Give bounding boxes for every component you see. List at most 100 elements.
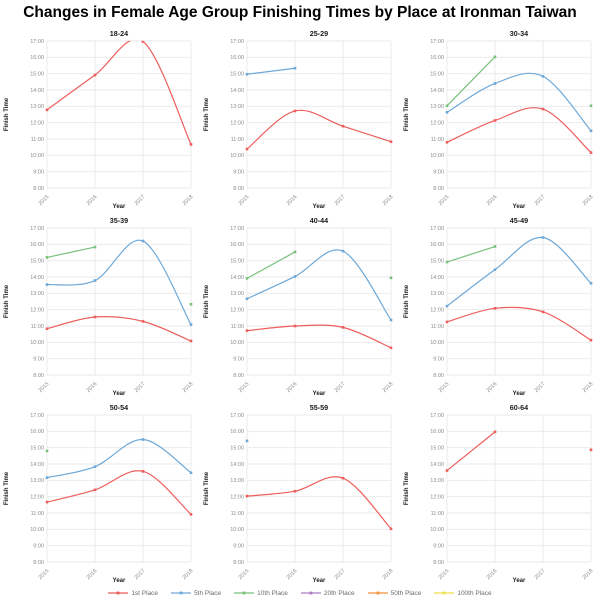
- svg-text:2015: 2015: [238, 381, 251, 394]
- subplot-title: 40-44: [310, 216, 328, 225]
- svg-text:15:00: 15:00: [30, 259, 44, 265]
- svg-text:15:00: 15:00: [30, 72, 44, 78]
- series-5th-place: [445, 72, 593, 133]
- svg-text:12:00: 12:00: [430, 308, 444, 314]
- svg-text:2016: 2016: [86, 568, 99, 581]
- svg-text:9:00: 9:00: [233, 357, 244, 363]
- y-axis-title: Finish Time: [4, 97, 10, 131]
- svg-text:2016: 2016: [286, 568, 299, 581]
- subplot-50-54: 50-54 17:00 16:00 15:00 14:00 13:00 12:00 11:00…: [0, 399, 200, 586]
- subplot-title: 50-54: [110, 403, 128, 412]
- svg-text:2017: 2017: [534, 568, 547, 581]
- subplot-45-49: 45-49 17:00 16:00 15:00 14:00 13:00 12:00 11:00…: [400, 212, 600, 399]
- svg-text:2018: 2018: [582, 194, 595, 207]
- y-axis-ticks: 17:00 16:00 15:00 14:00 13:00 12:00 11:00 10:00…: [230, 413, 244, 566]
- svg-text:11:00: 11:00: [31, 511, 44, 517]
- legend-marker-icon: [434, 591, 455, 595]
- svg-text:2015: 2015: [238, 568, 251, 581]
- chart-title: Changes in Female Age Group Finishing Ti…: [23, 3, 577, 21]
- svg-text:14:00: 14:00: [30, 275, 44, 281]
- svg-text:12:00: 12:00: [30, 308, 44, 314]
- legend-marker-icon: [171, 591, 192, 595]
- svg-text:2018: 2018: [582, 381, 595, 394]
- svg-text:16:00: 16:00: [30, 55, 44, 61]
- svg-text:8:00: 8:00: [33, 560, 44, 566]
- svg-text:9:00: 9:00: [33, 544, 44, 550]
- svg-text:11:00: 11:00: [231, 511, 244, 517]
- subplot-30-34: 30-34 17:00 16:00 15:00 14:00 13:00 12:00 11:00…: [400, 25, 600, 212]
- svg-text:2017: 2017: [134, 194, 147, 207]
- svg-text:2018: 2018: [382, 194, 395, 207]
- y-axis-title: Finish Time: [4, 284, 10, 318]
- svg-text:9:00: 9:00: [33, 357, 44, 363]
- svg-text:10:00: 10:00: [30, 340, 44, 346]
- gridlines: [446, 40, 592, 189]
- series-5th-place: [45, 239, 193, 326]
- svg-text:2015: 2015: [38, 194, 51, 207]
- subplot-canvas: 18-24 17:00 16:00 15:00 14:00 13:00 12:00 11:00…: [4, 29, 195, 210]
- svg-text:14:00: 14:00: [230, 88, 244, 94]
- svg-text:2018: 2018: [582, 568, 595, 581]
- series-10th-place: [45, 449, 49, 453]
- y-axis-ticks: 17:00 16:00 15:00 14:00 13:00 12:00 11:00 10:00…: [30, 39, 44, 192]
- svg-text:10:00: 10:00: [230, 527, 244, 533]
- svg-text:16:00: 16:00: [230, 55, 244, 61]
- legend-item-20th-place: 20th Place: [300, 589, 355, 597]
- subplot-60-64: 60-64 17:00 16:00 15:00 14:00 13:00 12:00 11:00…: [400, 399, 600, 586]
- svg-text:14:00: 14:00: [30, 462, 44, 468]
- svg-text:2017: 2017: [534, 381, 547, 394]
- svg-text:14:00: 14:00: [430, 462, 444, 468]
- legend-label: 100th Place: [457, 589, 492, 597]
- y-axis-ticks: 17:00 16:00 15:00 14:00 13:00 12:00 11:00 10:00…: [430, 226, 444, 379]
- svg-text:2017: 2017: [134, 568, 147, 581]
- svg-text:2018: 2018: [182, 194, 195, 207]
- legend-label: 20th Place: [323, 589, 355, 597]
- svg-text:16:00: 16:00: [30, 429, 44, 435]
- svg-text:8:00: 8:00: [233, 186, 244, 192]
- svg-text:8:00: 8:00: [33, 373, 44, 379]
- subplot-40-44: 40-44 17:00 16:00 15:00 14:00 13:00 12:00 11:00…: [200, 212, 400, 399]
- x-axis-title: Year: [513, 578, 526, 584]
- svg-text:10:00: 10:00: [430, 153, 444, 159]
- svg-text:12:00: 12:00: [30, 495, 44, 501]
- series-5th-place: [245, 439, 249, 443]
- svg-text:15:00: 15:00: [230, 446, 244, 452]
- legend-item-50th-place: 50th Place: [367, 589, 422, 597]
- subplot-title: 45-49: [510, 216, 528, 225]
- svg-text:2018: 2018: [382, 381, 395, 394]
- gridlines: [446, 414, 592, 563]
- y-axis-title: Finish Time: [404, 471, 410, 505]
- svg-text:17:00: 17:00: [230, 413, 244, 419]
- subplot-55-59: 55-59 17:00 16:00 15:00 14:00 13:00 12:00 11:00…: [200, 399, 400, 586]
- series-10th-place: [445, 245, 497, 264]
- legend-item-5th-place: 5th Place: [171, 589, 221, 597]
- legend-marker-icon: [234, 591, 255, 595]
- y-axis-ticks: 17:00 16:00 15:00 14:00 13:00 12:00 11:00 10:00…: [30, 226, 44, 379]
- subplot-title: 60-64: [510, 403, 528, 412]
- legend-item-1st-place: 1st Place: [108, 589, 158, 597]
- legend-item-10th-place: 10th Place: [234, 589, 288, 597]
- svg-text:15:00: 15:00: [30, 446, 44, 452]
- svg-text:14:00: 14:00: [430, 275, 444, 281]
- svg-text:17:00: 17:00: [430, 39, 444, 45]
- subplot-canvas: 25-29 17:00 16:00 15:00 14:00 13:00 12:00 11:00…: [204, 29, 395, 210]
- svg-text:2015: 2015: [238, 194, 251, 207]
- series-1st-place: [445, 306, 593, 342]
- series-5th-place: [245, 249, 393, 322]
- svg-text:14:00: 14:00: [230, 462, 244, 468]
- svg-text:2018: 2018: [182, 381, 195, 394]
- svg-text:11:00: 11:00: [431, 324, 444, 330]
- svg-text:2016: 2016: [486, 568, 499, 581]
- y-axis-ticks: 17:00 16:00 15:00 14:00 13:00 12:00 11:00 10:00…: [430, 39, 444, 192]
- svg-text:10:00: 10:00: [30, 527, 44, 533]
- svg-text:11:00: 11:00: [231, 137, 244, 143]
- svg-text:17:00: 17:00: [230, 226, 244, 232]
- svg-text:17:00: 17:00: [30, 39, 44, 45]
- legend-marker-icon: [300, 591, 321, 595]
- svg-text:16:00: 16:00: [430, 55, 444, 61]
- svg-text:2017: 2017: [334, 381, 347, 394]
- svg-text:2017: 2017: [334, 568, 347, 581]
- y-axis-ticks: 17:00 16:00 15:00 14:00 13:00 12:00 11:00 10:00…: [230, 39, 244, 192]
- gridlines: [46, 414, 192, 563]
- legend-label: 50th Place: [390, 589, 422, 597]
